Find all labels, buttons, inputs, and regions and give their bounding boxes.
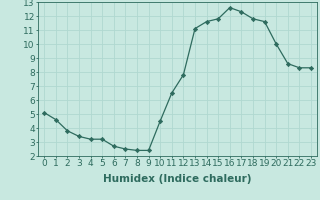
X-axis label: Humidex (Indice chaleur): Humidex (Indice chaleur) [103,174,252,184]
